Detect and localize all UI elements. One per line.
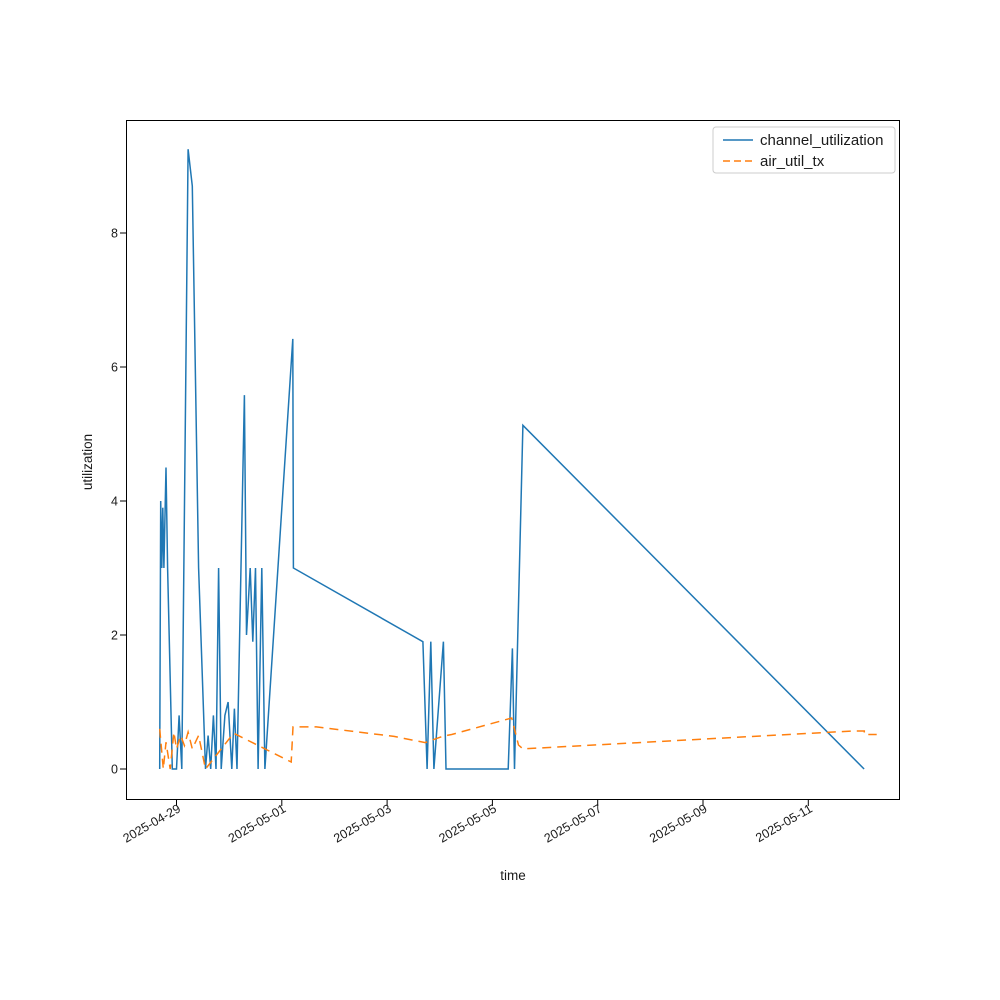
svg-text:6: 6 [111,361,118,375]
svg-text:4: 4 [111,495,118,509]
svg-text:air_util_tx: air_util_tx [760,153,825,170]
svg-text:channel_utilization: channel_utilization [760,132,883,149]
svg-text:2: 2 [111,629,118,643]
svg-text:8: 8 [111,227,118,241]
svg-text:utilization: utilization [80,434,95,490]
svg-text:0: 0 [111,763,118,777]
svg-text:time: time [500,868,526,883]
